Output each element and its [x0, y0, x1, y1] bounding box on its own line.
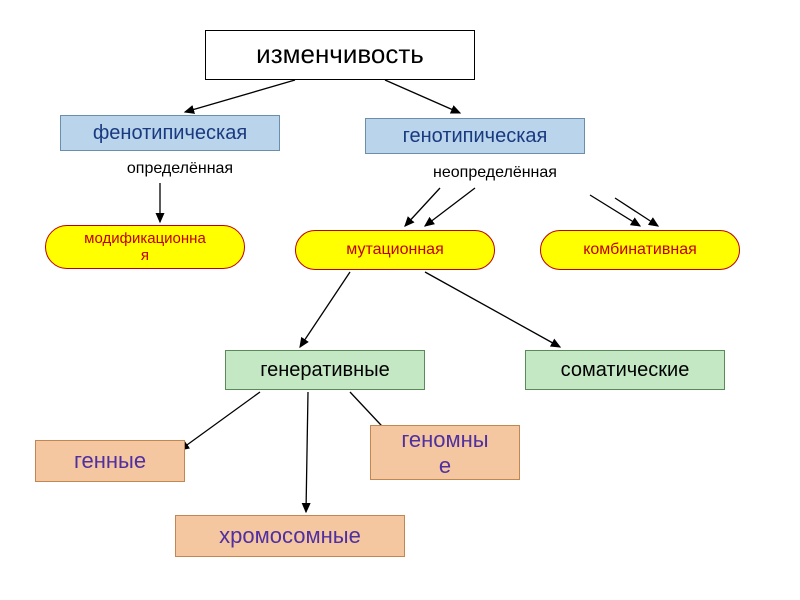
node-combinative: комбинативная [540, 230, 740, 270]
label: геномны е [401, 427, 488, 478]
label: хромосомные [219, 523, 361, 548]
label-undefined: неопределённая [400, 162, 590, 184]
label: соматические [561, 359, 690, 382]
node-chromosomal: хромосомные [175, 515, 405, 557]
label: мутационная [346, 241, 443, 259]
node-modification: модификационна я [45, 225, 245, 269]
label: неопределённая [433, 164, 557, 182]
node-genotypic: генотипическая [365, 118, 585, 154]
label: комбинативная [583, 241, 697, 259]
node-mutation: мутационная [295, 230, 495, 270]
label: генотипическая [403, 125, 548, 148]
node-genomic: геномны е [370, 425, 520, 480]
label-defined: определённая [95, 158, 265, 180]
label: изменчивость [256, 40, 424, 70]
node-gene: генные [35, 440, 185, 482]
node-generative: генеративные [225, 350, 425, 390]
label: определённая [127, 160, 233, 178]
label: генные [74, 448, 146, 473]
node-phenotypic: фенотипическая [60, 115, 280, 151]
label: модификационна я [84, 230, 206, 265]
arrows-layer [0, 0, 800, 600]
node-somatic: соматические [525, 350, 725, 390]
label: генеративные [260, 359, 389, 382]
label: фенотипическая [93, 122, 247, 145]
node-root: изменчивость [205, 30, 475, 80]
